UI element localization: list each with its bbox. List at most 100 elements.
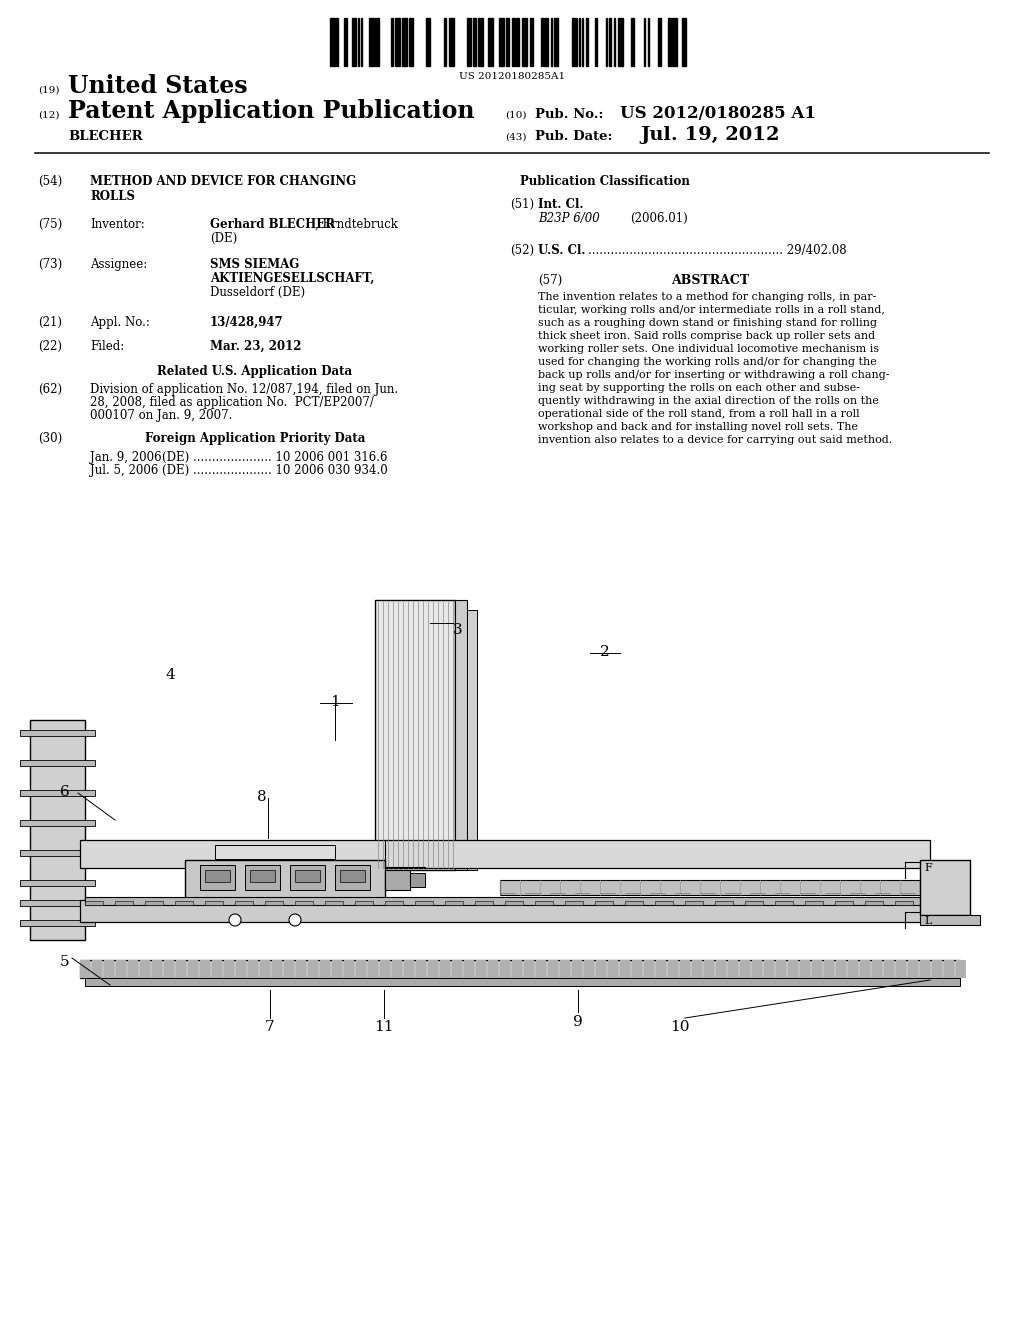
Text: Mar. 23, 2012: Mar. 23, 2012: [210, 341, 301, 352]
Text: invention also relates to a device for carrying out said method.: invention also relates to a device for c…: [538, 436, 892, 445]
Bar: [200, 960, 210, 978]
Bar: [395, 18, 400, 66]
Bar: [375, 18, 379, 66]
Bar: [20, 850, 95, 855]
Bar: [956, 960, 966, 978]
Text: (10): (10): [505, 111, 526, 120]
Text: (2006.01): (2006.01): [630, 213, 688, 224]
Bar: [920, 960, 930, 978]
Bar: [145, 902, 163, 906]
Bar: [369, 18, 374, 66]
Bar: [836, 960, 846, 978]
Text: operational side of the roll stand, from a roll hall in a roll: operational side of the roll stand, from…: [538, 409, 859, 418]
Bar: [522, 18, 527, 66]
Text: (75): (75): [38, 218, 62, 231]
Bar: [236, 960, 246, 978]
Text: Appl. No.:: Appl. No.:: [90, 315, 150, 329]
Bar: [728, 960, 738, 978]
Bar: [620, 960, 630, 978]
Text: 000107 on Jan. 9, 2007.: 000107 on Jan. 9, 2007.: [90, 409, 232, 422]
Bar: [416, 960, 426, 978]
Bar: [541, 18, 543, 66]
Bar: [20, 900, 95, 906]
Bar: [658, 18, 662, 66]
Bar: [332, 960, 342, 978]
Bar: [104, 960, 114, 978]
Bar: [656, 960, 666, 978]
Bar: [644, 960, 654, 978]
Bar: [92, 960, 102, 978]
Text: 11: 11: [374, 1020, 394, 1034]
Text: (22): (22): [38, 341, 62, 352]
Text: Assignee:: Assignee:: [90, 257, 147, 271]
Text: BLECHER: BLECHER: [68, 129, 142, 143]
Bar: [200, 865, 234, 890]
Bar: [455, 601, 467, 870]
Bar: [595, 902, 613, 906]
Bar: [20, 880, 95, 886]
Bar: [608, 960, 618, 978]
Text: 3: 3: [453, 623, 463, 638]
Text: Jul. 5, 2006: Jul. 5, 2006: [90, 465, 159, 477]
Bar: [896, 960, 906, 978]
Circle shape: [289, 913, 301, 927]
Text: (DE): (DE): [210, 232, 238, 246]
Bar: [548, 960, 558, 978]
Bar: [290, 865, 325, 890]
Text: (51): (51): [510, 198, 535, 211]
Text: .................................................... 29/402.08: ........................................…: [588, 244, 847, 257]
Bar: [385, 902, 403, 906]
Bar: [685, 902, 703, 906]
Bar: [682, 18, 686, 66]
Bar: [80, 960, 961, 978]
Bar: [752, 960, 762, 978]
Bar: [476, 960, 486, 978]
Bar: [296, 960, 306, 978]
Bar: [185, 861, 385, 900]
Text: Pub. Date:: Pub. Date:: [535, 129, 612, 143]
Bar: [176, 960, 186, 978]
Text: ticular, working rolls and/or intermediate rolls in a roll stand,: ticular, working rolls and/or intermedia…: [538, 305, 885, 315]
Bar: [824, 960, 834, 978]
Bar: [295, 902, 313, 906]
Bar: [835, 902, 853, 906]
Bar: [30, 719, 85, 940]
Bar: [440, 960, 450, 978]
Bar: [715, 902, 733, 906]
Bar: [308, 960, 318, 978]
Bar: [764, 960, 774, 978]
Bar: [20, 820, 95, 826]
Bar: [467, 610, 477, 870]
Bar: [524, 960, 534, 978]
Text: Foreign Application Priority Data: Foreign Application Priority Data: [144, 432, 366, 445]
Text: (62): (62): [38, 383, 62, 396]
Bar: [444, 18, 446, 66]
Bar: [872, 960, 882, 978]
Bar: [449, 18, 454, 66]
Bar: [224, 960, 234, 978]
Text: Related U.S. Application Data: Related U.S. Application Data: [158, 366, 352, 378]
Text: Inventor:: Inventor:: [90, 218, 144, 231]
Bar: [215, 845, 335, 859]
Bar: [175, 902, 193, 906]
Bar: [692, 960, 702, 978]
Text: such as a roughing down stand or finishing stand for rolling: such as a roughing down stand or finishi…: [538, 318, 877, 327]
Bar: [536, 960, 546, 978]
Bar: [352, 18, 356, 66]
Bar: [716, 960, 726, 978]
Bar: [478, 18, 483, 66]
Text: 5: 5: [60, 954, 70, 969]
Text: workshop and back and for installing novel roll sets. The: workshop and back and for installing nov…: [538, 422, 858, 432]
Text: METHOD AND DEVICE FOR CHANGING: METHOD AND DEVICE FOR CHANGING: [90, 176, 356, 187]
Bar: [596, 960, 606, 978]
Bar: [140, 960, 150, 978]
Bar: [512, 960, 522, 978]
Bar: [336, 18, 338, 66]
Text: Pub. No.:: Pub. No.:: [535, 108, 603, 121]
Text: ROLLS: ROLLS: [90, 190, 135, 203]
Bar: [506, 18, 509, 66]
Text: ing seat by supporting the rolls on each other and subse-: ing seat by supporting the rolls on each…: [538, 383, 860, 393]
Text: (52): (52): [510, 244, 535, 257]
Bar: [85, 978, 961, 986]
Text: used for changing the working rolls and/or for changing the: used for changing the working rolls and/…: [538, 356, 877, 367]
